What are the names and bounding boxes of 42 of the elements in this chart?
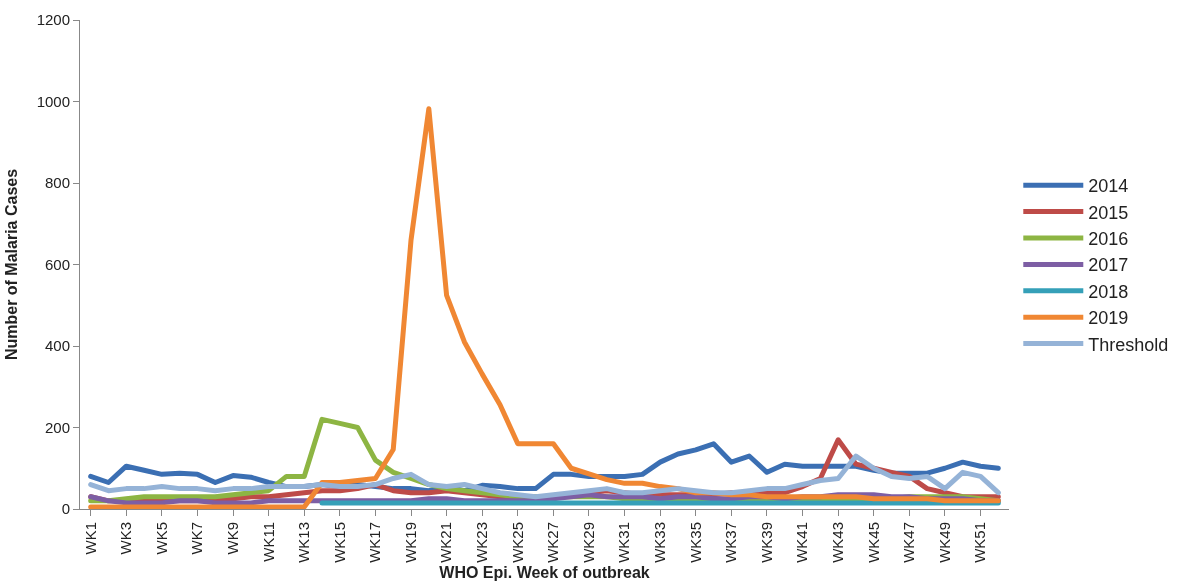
legend-label: 2015 xyxy=(1088,202,1129,223)
y-tick-label: 1200 xyxy=(36,11,70,29)
x-tick-label: WK11 xyxy=(259,522,277,562)
x-tick-label: WK1 xyxy=(81,522,99,555)
legend-label: 2014 xyxy=(1088,176,1129,197)
y-tick-label: 400 xyxy=(44,337,70,355)
legend-label: 2018 xyxy=(1088,281,1129,302)
x-tick-label: WK31 xyxy=(615,522,633,563)
x-tick-label: WK45 xyxy=(864,522,882,563)
x-tick-label: WK9 xyxy=(223,522,241,555)
x-tick-label: WK37 xyxy=(722,522,740,563)
x-tick-label: WK27 xyxy=(544,522,562,563)
x-tick-label: WK13 xyxy=(295,522,313,563)
x-tick-label: WK51 xyxy=(971,522,989,563)
x-axis-title: WHO Epi. Week of outbreak xyxy=(439,563,650,581)
y-tick-label: 0 xyxy=(61,500,70,518)
x-tick-label: WK15 xyxy=(330,522,348,563)
legend-label: 2017 xyxy=(1088,255,1129,276)
x-tick-label: WK41 xyxy=(793,522,811,563)
x-tick-label: WK17 xyxy=(366,522,384,563)
y-tick-label: 1000 xyxy=(36,92,70,110)
x-tick-label: WK19 xyxy=(401,522,419,563)
x-tick-label: WK25 xyxy=(508,522,526,563)
legend-label: 2016 xyxy=(1088,229,1129,250)
x-tick-label: WK35 xyxy=(686,522,704,563)
y-tick-label: 600 xyxy=(44,255,70,273)
x-tick-label: WK49 xyxy=(935,522,953,563)
x-tick-label: WK5 xyxy=(152,522,170,555)
x-tick-label: WK43 xyxy=(829,522,847,563)
y-tick-label: 200 xyxy=(44,418,70,436)
y-axis-title: Number of Malaria Cases xyxy=(2,168,20,361)
x-tick-label: WK33 xyxy=(651,522,669,563)
x-tick-label: WK47 xyxy=(900,522,918,563)
x-tick-label: WK21 xyxy=(437,522,455,563)
legend-label: Threshold xyxy=(1088,334,1169,355)
x-tick-label: WK39 xyxy=(757,522,775,563)
legend-label: 2019 xyxy=(1088,308,1129,329)
x-tick-label: WK29 xyxy=(579,522,597,563)
x-tick-label: WK23 xyxy=(473,522,491,563)
x-tick-label: WK3 xyxy=(117,522,135,555)
x-tick-label: WK7 xyxy=(188,522,206,555)
y-tick-label: 800 xyxy=(44,174,70,192)
